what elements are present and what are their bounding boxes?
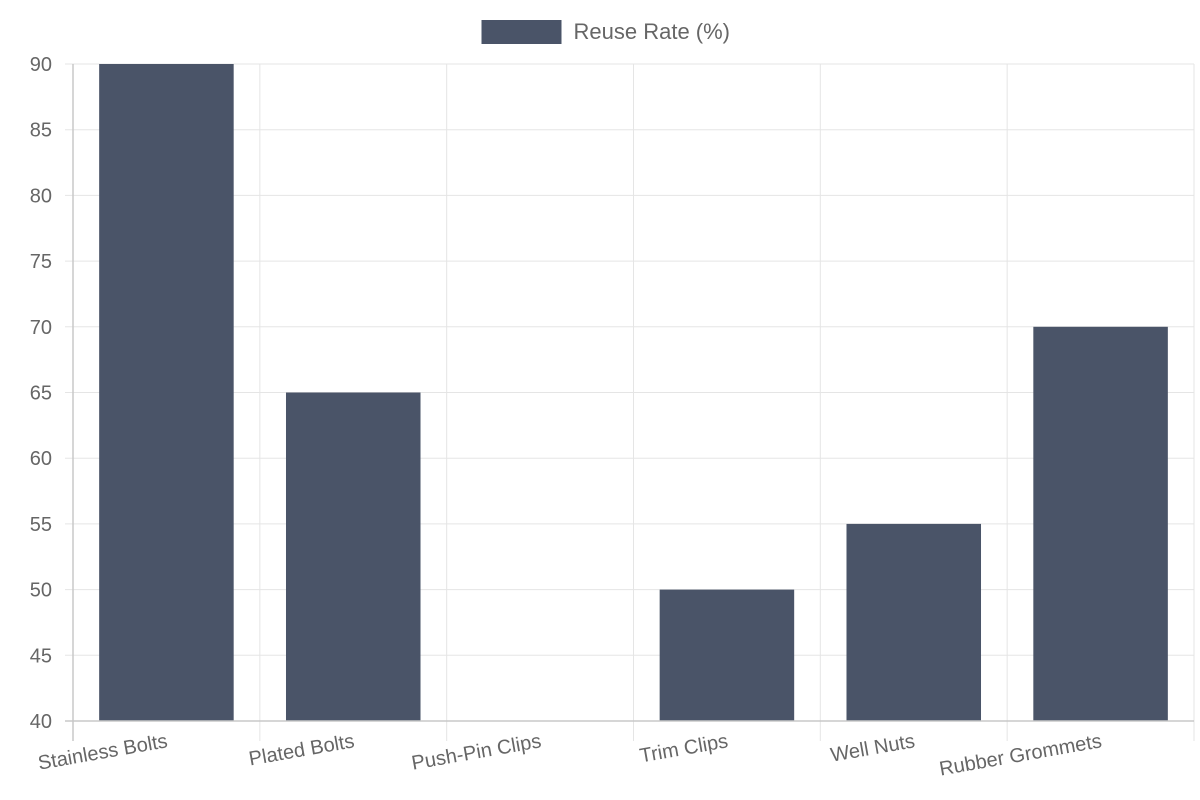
axes [65,64,1194,741]
y-tick-label: 75 [30,251,52,273]
y-tick-label: 50 [30,580,52,602]
x-tick-label: Trim Clips [638,730,730,767]
y-tick-label: 60 [30,448,52,470]
y-tick-label: 40 [30,711,52,733]
bar-rubber-grommets[interactable] [1033,326,1168,721]
x-tick-label: Well Nuts [829,730,917,766]
bars [99,64,1168,721]
y-tick-label: 85 [30,120,52,142]
y-tick-label: 90 [30,54,52,76]
bar-stainless-bolts[interactable] [99,64,234,721]
y-tick-label: 80 [30,185,52,207]
bar-well-nuts[interactable] [846,523,982,721]
grid-lines [65,63,1195,741]
y-tick-label: 65 [30,383,52,405]
x-tick-labels: Stainless Bolts Plated Bolts Push-Pin Clip… [36,730,1103,780]
legend-swatch[interactable] [481,20,562,44]
x-tick-label: Plated Bolts [247,730,356,770]
bar-plated-bolts[interactable] [285,392,421,722]
legend-label[interactable]: Reuse Rate (%) [574,19,731,44]
legend[interactable]: Reuse Rate (%) [481,19,731,44]
bar-trim-clips[interactable] [659,589,795,721]
y-tick-label: 70 [30,317,52,339]
y-tick-labels: 40 45 50 55 60 65 70 75 80 85 90 [30,54,52,733]
x-tick-label: Rubber Grommets [938,730,1104,780]
x-tick-label: Stainless Bolts [36,730,169,774]
y-tick-label: 45 [30,645,52,667]
x-tick-label: Push-Pin Clips [410,730,543,774]
y-tick-label: 55 [30,514,52,536]
